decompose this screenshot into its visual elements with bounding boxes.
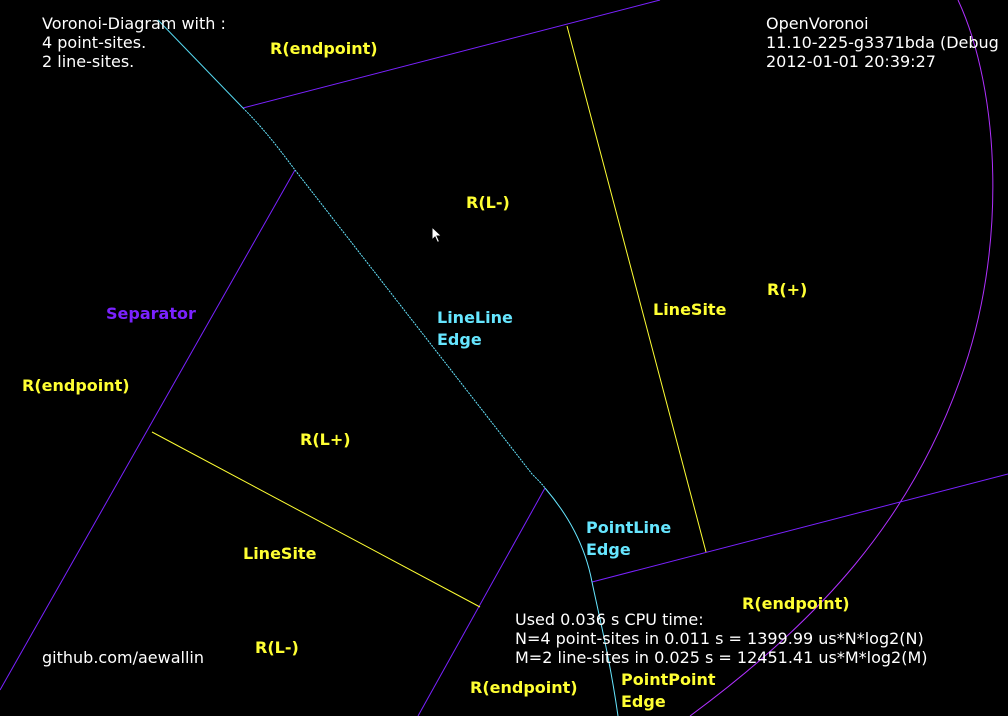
- label-r-l-minus-top: R(L-): [466, 193, 510, 212]
- separator-left: [0, 169, 296, 691]
- label-r-endpoint-top: R(endpoint): [270, 39, 378, 58]
- cpu-stats: Used 0.036 s CPU time: N=4 point-sites i…: [515, 610, 928, 667]
- pointline-label-line1: PointLine: [586, 518, 672, 537]
- pointpoint-label-line1: PointPoint: [621, 670, 716, 689]
- pointline-edge: [544, 487, 593, 583]
- header-info: Voronoi-Diagram with : 4 point-sites. 2 …: [42, 14, 226, 71]
- github-link: github.com/aewallin: [42, 648, 204, 667]
- label-r-l-minus-bottom: R(L-): [255, 638, 299, 657]
- lineline-label-line1: LineLine: [437, 308, 513, 327]
- label-pointpoint-edge: PointPoint Edge: [621, 669, 715, 713]
- label-r-plus: R(+): [767, 280, 808, 299]
- diagram-title: Voronoi-Diagram with :: [42, 14, 226, 33]
- cpu-time: Used 0.036 s CPU time:: [515, 610, 704, 629]
- label-linesite-left: LineSite: [243, 544, 317, 563]
- label-r-endpoint-right: R(endpoint): [742, 594, 850, 613]
- build-date: 2012-01-01 20:39:27: [766, 52, 936, 71]
- pointpoint-label-line2: Edge: [621, 692, 666, 711]
- separator-top: [242, 0, 661, 109]
- outer-circle-arc: [689, 0, 994, 716]
- label-r-endpoint-left: R(endpoint): [22, 376, 130, 395]
- label-linesite-right: LineSite: [653, 300, 727, 319]
- pointline-label-line2: Edge: [586, 540, 631, 559]
- m-stats: M=2 line-sites in 0.025 s = 12451.41 us*…: [515, 648, 928, 667]
- version-info: OpenVoronoi 11.10-225-g3371bda (Debug 20…: [766, 14, 999, 71]
- label-r-l-plus: R(L+): [300, 430, 351, 449]
- line-site-left: [151, 431, 481, 608]
- label-r-endpoint-bottom: R(endpoint): [470, 678, 578, 697]
- label-lineline-edge: LineLine Edge: [437, 307, 513, 351]
- app-name: OpenVoronoi: [766, 14, 869, 33]
- mouse-cursor-icon: [431, 226, 443, 244]
- pointpoint-edge-bottom: [591, 581, 619, 716]
- point-sites-count: 4 point-sites.: [42, 33, 147, 52]
- line-site-right: [566, 25, 707, 553]
- separator-right: [591, 473, 1008, 583]
- separator-bottom: [417, 487, 546, 716]
- build-version: 11.10-225-g3371bda (Debug: [766, 33, 999, 52]
- label-pointline-edge: PointLine Edge: [586, 517, 671, 561]
- pointpoint-edge-top: [157, 19, 244, 109]
- lineline-edge: [242, 107, 546, 489]
- label-separator: Separator: [106, 304, 196, 323]
- n-stats: N=4 point-sites in 0.011 s = 1399.99 us*…: [515, 629, 924, 648]
- line-sites-count: 2 line-sites.: [42, 52, 135, 71]
- lineline-label-line2: Edge: [437, 330, 482, 349]
